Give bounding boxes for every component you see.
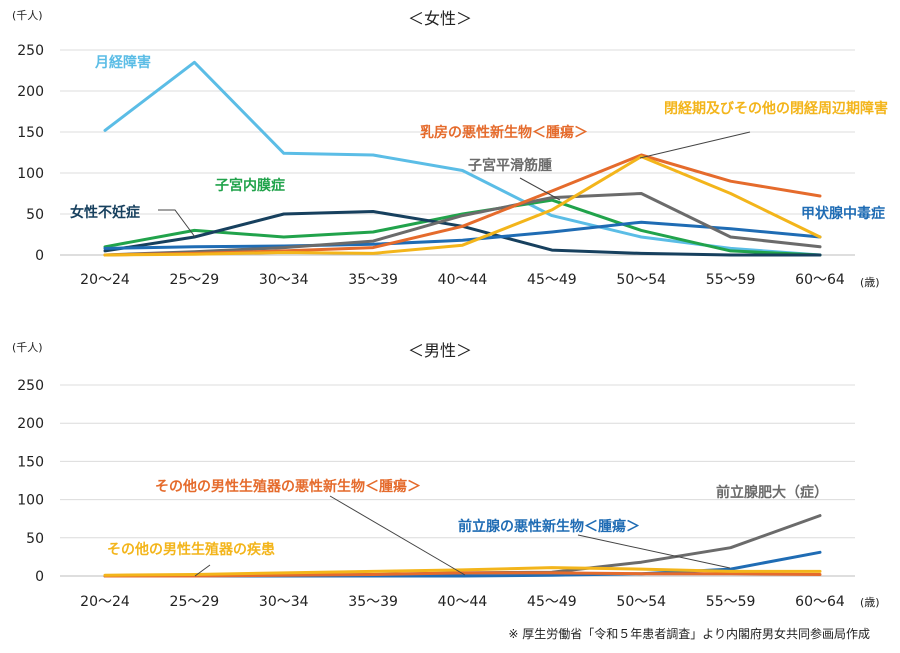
series-line (103, 155, 822, 257)
x-tick-label: 25～29 (170, 594, 220, 610)
series-line (103, 198, 822, 257)
y-tick-label: 200 (17, 416, 44, 432)
x-tick-label: 55～59 (706, 594, 756, 610)
series-label: その他の男性生殖器の疾患 (107, 541, 275, 558)
x-tick-label: 40～44 (438, 594, 488, 610)
series-label: 甲状腺中毒症 (801, 205, 885, 222)
x-tick-label: 55～59 (706, 272, 756, 288)
y-tick-label: 150 (17, 454, 44, 470)
x-tick-label: 35～39 (348, 594, 398, 610)
y-tick-label: 250 (17, 378, 44, 394)
panel-title: ＜男性＞ (408, 341, 472, 360)
series-label: 子宮内膜症 (215, 177, 285, 194)
x-unit-label: (歳) (860, 596, 880, 609)
y-tick-label: 0 (35, 248, 44, 264)
leader-line (158, 209, 196, 238)
x-tick-label: 60～64 (795, 594, 845, 610)
leader-line (577, 534, 731, 569)
y-tick-label: 200 (17, 84, 44, 100)
series-label: 前立腺肥大（症） (716, 484, 828, 501)
leader-line (194, 564, 211, 577)
leader-line (329, 495, 466, 576)
x-tick-label: 30～34 (259, 594, 309, 610)
series-label: その他の男性生殖器の悪性新生物＜腫瘍＞ (155, 478, 421, 495)
series-line (103, 192, 822, 257)
x-tick-label: 35～39 (348, 272, 398, 288)
y-tick-label: 150 (17, 125, 44, 141)
x-unit-label: (歳) (860, 276, 880, 289)
y-unit-label: (千人) (12, 9, 43, 22)
y-unit-label: (千人) (12, 341, 43, 354)
series-label: 月経障害 (94, 54, 151, 71)
x-tick-label: 45～49 (527, 272, 577, 288)
x-tick-label: 60～64 (795, 272, 845, 288)
series-label: 女性不妊症 (70, 204, 140, 221)
series-label: 閉経期及びその他の閉経周辺期障害 (664, 100, 888, 117)
panel-title: ＜女性＞ (408, 9, 472, 28)
series-line (103, 571, 822, 578)
series-label: 前立腺の悪性新生物＜腫瘍＞ (458, 518, 640, 535)
y-tick-label: 50 (26, 531, 44, 547)
series-line (103, 220, 822, 250)
x-tick-label: 40～44 (438, 272, 488, 288)
x-tick-label: 20～24 (80, 594, 130, 610)
x-tick-label: 50～54 (616, 594, 666, 610)
y-tick-label: 250 (17, 43, 44, 59)
series-line (103, 566, 822, 577)
x-tick-label: 50～54 (616, 272, 666, 288)
x-tick-label: 20～24 (80, 272, 130, 288)
y-tick-label: 0 (35, 569, 44, 585)
leader-line (639, 131, 751, 159)
x-tick-label: 45～49 (527, 594, 577, 610)
series-label: 子宮平滑筋腫 (468, 157, 552, 174)
x-tick-label: 30～34 (259, 272, 309, 288)
x-tick-label: 25～29 (170, 272, 220, 288)
source-note: ※ 厚生労働省「令和５年患者調査」より内閣府男女共同参画局作成 (508, 626, 870, 641)
y-tick-label: 100 (17, 166, 44, 182)
series-label: 乳房の悪性新生物＜腫瘍＞ (420, 124, 588, 141)
series-line (103, 210, 822, 257)
y-tick-label: 100 (17, 493, 44, 509)
y-tick-label: 50 (26, 207, 44, 223)
leader-line (519, 177, 561, 201)
